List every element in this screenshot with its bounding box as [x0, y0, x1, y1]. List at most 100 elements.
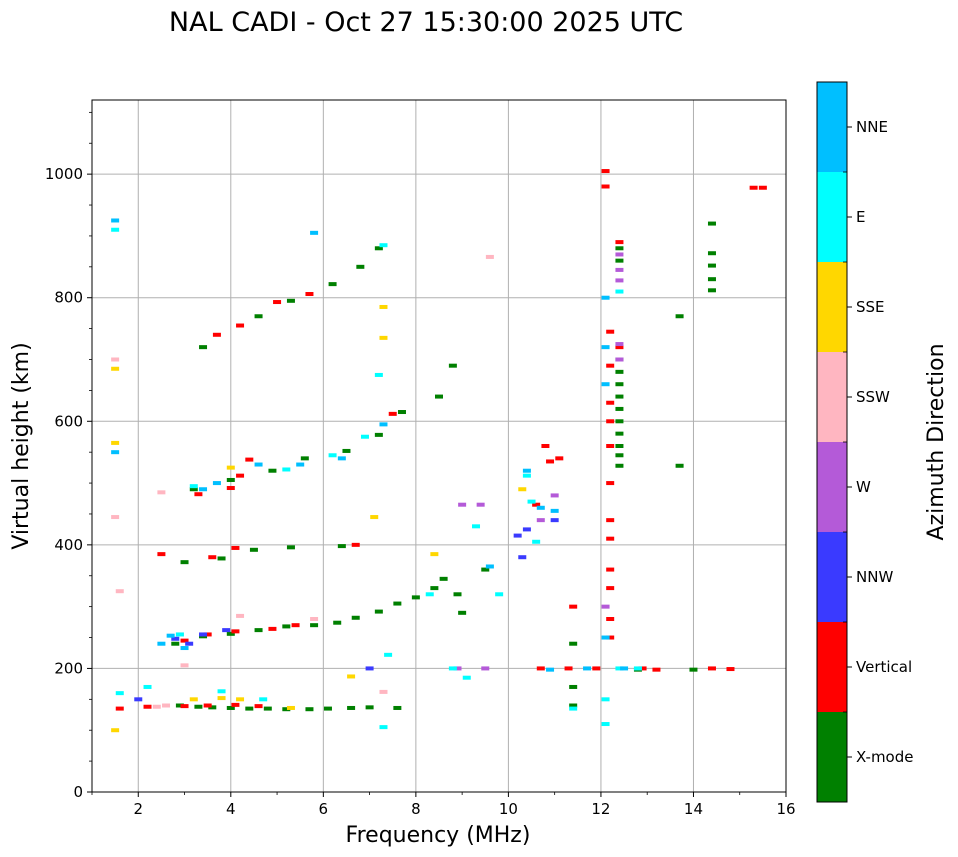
data-point: [134, 697, 143, 702]
data-point: [495, 592, 504, 597]
x-tick-label: 16: [776, 800, 795, 818]
data-point: [675, 463, 684, 468]
data-point: [226, 465, 235, 470]
data-point: [606, 444, 615, 448]
data-point: [569, 684, 578, 689]
data-point: [351, 542, 360, 547]
data-point: [111, 366, 120, 371]
data-point: [333, 620, 342, 625]
data-point: [180, 560, 189, 565]
x-tick-label: 14: [684, 800, 703, 818]
data-point: [615, 289, 624, 294]
data-point: [189, 487, 198, 492]
data-point: [175, 632, 184, 637]
data-point: [583, 666, 592, 671]
colorbar-segment: [817, 532, 847, 622]
x-tick-label: 4: [226, 800, 236, 818]
data-point: [286, 298, 295, 303]
data-point: [310, 230, 319, 235]
data-point: [111, 515, 120, 520]
data-point: [638, 666, 647, 671]
data-point: [550, 508, 559, 513]
data-point: [513, 533, 522, 538]
data-point: [236, 697, 245, 702]
data-point: [217, 556, 226, 561]
data-point: [439, 576, 448, 581]
data-point: [162, 703, 171, 708]
data-point: [286, 705, 295, 710]
data-point: [448, 363, 457, 368]
colorbar-label: Azimuth Direction: [924, 343, 949, 540]
data-point: [615, 258, 624, 263]
data-point: [212, 481, 221, 486]
data-point: [615, 252, 624, 257]
data-point: [707, 221, 716, 226]
x-tick-label: 10: [499, 800, 518, 818]
data-point: [370, 515, 379, 520]
data-point: [356, 264, 365, 269]
data-point: [485, 564, 494, 569]
data-point: [379, 689, 388, 694]
data-point: [606, 586, 615, 591]
colorbar-segment: [817, 82, 847, 172]
data-point: [300, 456, 309, 461]
data-point: [245, 457, 254, 462]
data-point: [536, 666, 545, 671]
data-point: [606, 363, 615, 368]
data-point: [481, 666, 490, 671]
data-point: [707, 288, 716, 293]
data-point: [555, 456, 564, 461]
data-point: [435, 394, 443, 399]
data-point: [351, 615, 360, 620]
data-point: [208, 705, 217, 710]
data-point: [536, 518, 545, 523]
data-point: [707, 277, 716, 282]
data-point: [286, 545, 295, 550]
data-point: [171, 641, 180, 646]
data-point: [472, 524, 481, 529]
series-vertical: [115, 169, 767, 711]
colorbar-tick-label: SSW: [856, 388, 890, 406]
data-point: [606, 481, 615, 486]
data-point: [226, 486, 235, 491]
data-point: [569, 604, 578, 609]
data-point: [268, 626, 277, 631]
data-point: [180, 704, 189, 709]
series-ssw: [111, 254, 494, 709]
data-point: [282, 624, 291, 629]
data-point: [569, 706, 578, 711]
data-point: [601, 697, 610, 702]
data-point: [518, 555, 527, 560]
series-nnw: [134, 518, 559, 702]
series-e: [111, 227, 642, 730]
data-point: [259, 697, 268, 702]
data-point: [360, 434, 369, 439]
data-point: [157, 641, 166, 646]
data-point: [615, 419, 624, 424]
data-point: [323, 706, 332, 711]
data-point: [152, 704, 161, 709]
y-tick-label: 400: [54, 536, 83, 554]
data-point: [758, 185, 767, 190]
data-point: [615, 369, 624, 374]
data-point: [675, 314, 684, 319]
data-point: [453, 666, 462, 671]
data-point: [707, 263, 716, 268]
data-point: [236, 473, 245, 478]
data-point: [374, 372, 383, 377]
data-point: [615, 453, 624, 458]
colorbar-tick-label: NNE: [856, 118, 888, 136]
data-point: [231, 545, 240, 550]
data-point: [536, 505, 545, 510]
data-point: [143, 684, 152, 689]
data-point: [365, 705, 374, 710]
data-point: [592, 666, 601, 671]
data-point: [522, 468, 531, 473]
data-point: [328, 282, 337, 287]
data-point: [393, 705, 402, 710]
data-point: [615, 246, 624, 251]
data-point: [157, 490, 166, 495]
data-point: [254, 314, 263, 319]
data-point: [374, 432, 383, 437]
data-point: [111, 218, 120, 223]
